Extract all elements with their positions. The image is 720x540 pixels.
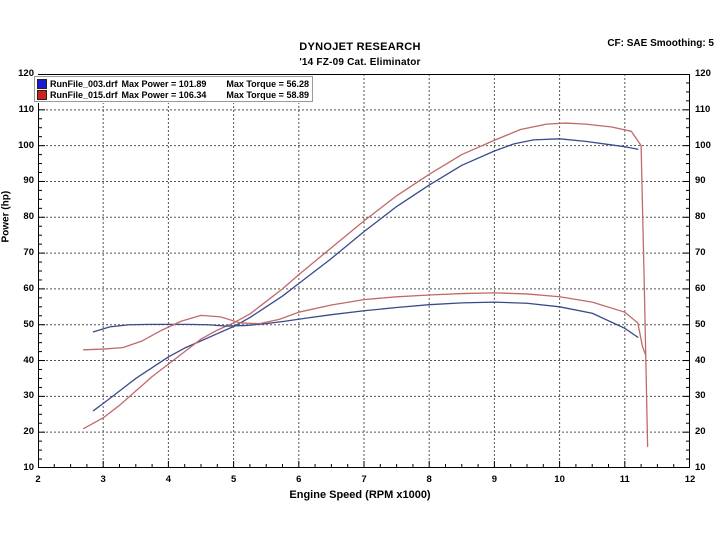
x-tick-label: 5 xyxy=(230,474,237,485)
x-tick-label: 7 xyxy=(361,474,367,485)
y-tick-label-left: 80 xyxy=(23,211,34,223)
series-line xyxy=(92,138,639,412)
series-line xyxy=(92,301,639,338)
legend-swatch-red xyxy=(37,89,47,100)
x-tick-label: 9 xyxy=(491,474,498,485)
plot-area xyxy=(38,74,690,468)
series-line xyxy=(82,292,647,356)
y-tick-label-left: 90 xyxy=(23,175,34,187)
legend-file-name: RunFile_015.drf xyxy=(50,89,118,100)
series-line xyxy=(82,122,649,448)
y-tick-label-left: 100 xyxy=(18,139,34,151)
y-tick-label-left: 110 xyxy=(18,103,34,115)
y-tick-label-right: 40 xyxy=(695,354,706,366)
x-tick-label: 2 xyxy=(35,474,41,485)
series-lines xyxy=(82,122,649,448)
legend-max-power: Max Power = 101.89 xyxy=(121,78,207,89)
y-tick-label-right: 30 xyxy=(695,390,706,402)
y-tick-label-right: 120 xyxy=(695,68,711,79)
chart-subtitle: '14 FZ-09 Cat. Eliminator xyxy=(299,57,421,68)
x-tick-label: 4 xyxy=(165,474,172,485)
y-tick-label-left: 50 xyxy=(23,318,34,330)
legend-max-torque: Max Torque = 58.89 xyxy=(226,89,309,100)
x-tick-label: 3 xyxy=(100,474,106,485)
x-tick-label: 11 xyxy=(619,474,630,485)
y-tick-label-right: 60 xyxy=(695,282,706,294)
y-tick-label-right: 70 xyxy=(695,247,706,259)
y-tick-label-left: 20 xyxy=(23,426,34,438)
chart-title: DYNOJET RESEARCH xyxy=(299,41,421,53)
y-tick-label-right: 50 xyxy=(695,318,706,330)
y-tick-label-left: 60 xyxy=(23,282,34,294)
y-tick-label-left: 40 xyxy=(23,354,34,366)
y-tick-label-left: 30 xyxy=(23,390,34,402)
legend-row: RunFile_015.drf Max Power = 106.34 Max T… xyxy=(37,89,309,100)
x-tick-label: 12 xyxy=(684,474,696,485)
y-tick-label-left: 70 xyxy=(23,247,34,259)
x-tick-label: 10 xyxy=(554,474,565,485)
y-tick-label-right: 90 xyxy=(695,175,706,187)
plot-border xyxy=(38,74,690,468)
y-tick-label-left: 10 xyxy=(23,462,34,473)
legend-row: RunFile_003.drf Max Power = 101.89 Max T… xyxy=(37,78,309,89)
y-axis-label-power: Power (hp) xyxy=(0,190,12,243)
y-tick-label-right: 80 xyxy=(695,211,706,223)
y-tick-label-left: 120 xyxy=(18,68,34,79)
correction-factor-text: CF: SAE Smoothing: 5 xyxy=(607,38,714,49)
y-tick-label-right: 20 xyxy=(695,426,706,438)
grid-lines xyxy=(38,74,690,468)
legend: RunFile_003.drf Max Power = 101.89 Max T… xyxy=(34,76,313,102)
legend-max-power: Max Power = 106.34 xyxy=(121,89,207,100)
y-tick-label-right: 10 xyxy=(695,462,706,473)
x-tick-label: 6 xyxy=(296,474,302,485)
x-axis-label: Engine Speed (RPM x1000) xyxy=(289,489,431,501)
x-tick-label: 8 xyxy=(426,474,432,485)
legend-swatch-blue xyxy=(37,78,47,89)
legend-max-torque: Max Torque = 56.28 xyxy=(226,78,309,89)
y-tick-label-right: 100 xyxy=(695,139,711,151)
legend-file-name: RunFile_003.drf xyxy=(50,78,118,89)
y-tick-label-right: 110 xyxy=(695,103,711,115)
plot-svg xyxy=(38,74,690,468)
